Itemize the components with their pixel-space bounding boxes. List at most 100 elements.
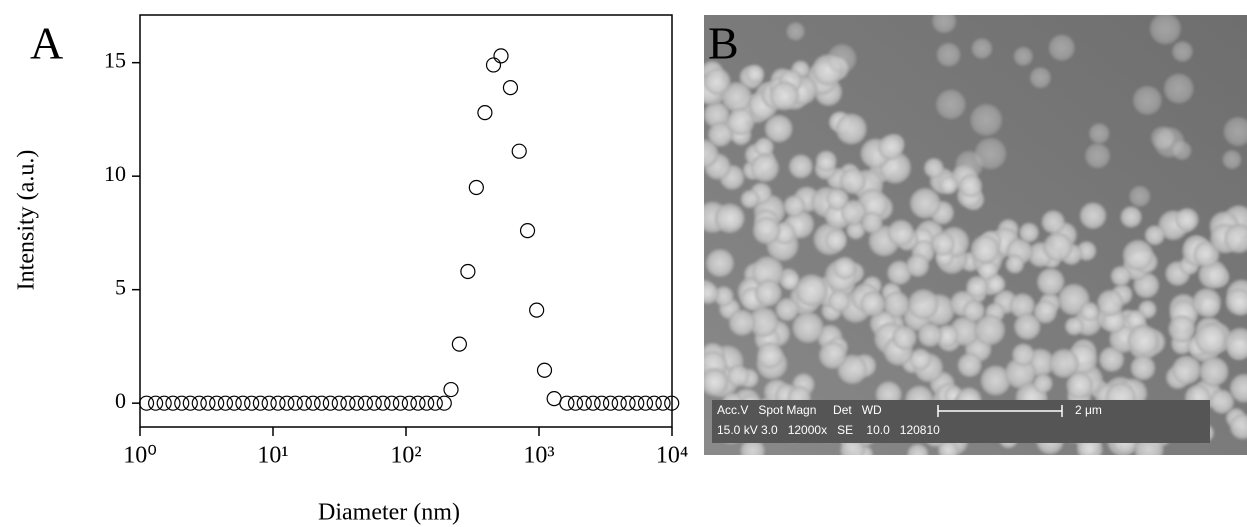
data-point [485,57,502,73]
particle [1033,300,1057,324]
particle [795,274,828,307]
particle [837,354,867,385]
particle [1014,313,1041,340]
particle [841,199,867,225]
particle [750,153,779,182]
particle [755,279,782,307]
particle [728,309,756,336]
particle [815,150,837,172]
data-point [366,395,382,411]
data-point [401,395,417,411]
particle [1154,127,1185,158]
particle [1195,323,1227,355]
particle [1129,185,1151,207]
particle [971,38,993,59]
particle [1132,85,1162,115]
data-point [252,395,268,411]
data-point [637,395,654,411]
data-point [375,395,391,411]
data-point [217,395,234,411]
data-point [147,395,164,411]
data-point [646,395,662,411]
particle [1199,357,1229,387]
data-point [529,302,545,318]
particle [1041,210,1065,234]
particle [1043,232,1073,262]
particle [974,137,1007,170]
particle [1223,116,1247,146]
particle [909,188,941,219]
particle [840,168,866,194]
data-point [314,395,330,411]
particle [966,275,988,298]
particle [887,260,912,285]
data-point [279,395,295,411]
particle [860,291,886,317]
particle [924,158,944,178]
particle [963,300,985,322]
data-point [594,395,610,411]
particle [1127,324,1159,356]
particle [932,15,957,34]
data-point [502,80,519,96]
particle [907,443,929,455]
particle [819,341,847,369]
data-point [235,395,251,411]
data-point [226,395,242,411]
particle [1193,241,1220,268]
y-tick-label: 15 [104,48,126,73]
data-point [468,179,484,196]
x-axis-label: Diameter (nm) [318,500,460,526]
particle [980,365,1011,396]
data-point [244,395,260,411]
x-tick-label: 10⁰ [123,443,157,469]
particle [1224,224,1247,254]
particle [1012,343,1035,366]
particle [745,64,765,83]
particle [825,229,847,252]
particle [1080,302,1100,321]
particle [721,82,752,113]
data-point [460,263,476,280]
particle [826,187,849,211]
particle [704,282,719,304]
particle [828,290,850,312]
data-point [629,395,645,411]
data-point [296,395,312,411]
y-axis-label: Intensity (a.u.) [14,150,40,291]
particle [708,122,733,147]
data-point [419,395,435,411]
data-point [261,395,277,411]
data-point [138,395,155,411]
data-point [191,395,207,411]
particle [892,325,917,350]
data-point [165,395,181,411]
data-point [536,362,553,378]
data-point [451,336,467,352]
particle [1085,143,1111,169]
particle [1013,46,1033,66]
data-point [443,381,459,398]
particle [713,286,734,306]
panel-label: A [30,18,63,69]
particle [1224,327,1247,359]
data-point [585,395,601,411]
particle [1172,355,1202,385]
particle [1097,289,1124,316]
particle [1230,414,1247,440]
data-point [305,395,321,411]
particle [931,232,955,256]
data-point [567,395,584,411]
data-point [349,395,365,411]
data-point [156,395,172,411]
plot-frame [139,14,673,428]
particle [752,256,784,288]
particle [1175,208,1199,232]
particle [706,249,734,277]
particle [938,440,959,455]
particle [754,137,774,157]
data-point [392,395,409,411]
y-tick-label: 10 [104,161,126,186]
data-point [611,395,627,411]
